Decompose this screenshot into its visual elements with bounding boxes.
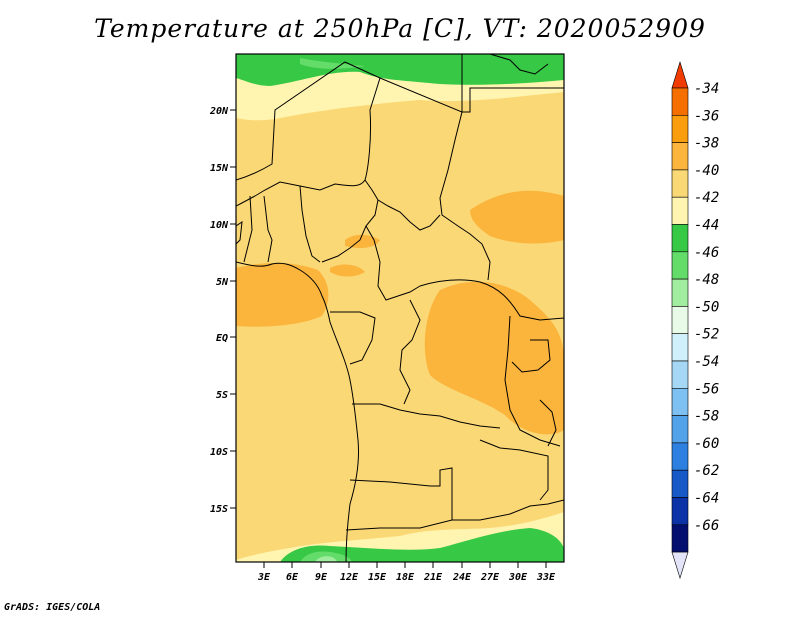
colorbar-label: -62: [694, 463, 719, 479]
lon-label-12e: 12E: [340, 572, 359, 583]
lon-label-21e: 21E: [423, 572, 443, 583]
lon-label-3e: 3E: [257, 572, 271, 583]
colorbar-label: -36: [694, 108, 719, 124]
page-title: Temperature at 250hPa [C], VT: 202005290…: [94, 14, 706, 43]
grads-credit: GrADS: IGES/COLA: [4, 602, 101, 613]
temperature-field: [236, 54, 564, 562]
map-frame: [235, 53, 565, 563]
colorbar-label: -44: [694, 218, 719, 234]
colorbar-box: [671, 497, 689, 526]
lat-tick-labels: 20N 15N 10N 5N EQ 5S 10S 15S: [209, 106, 229, 515]
lat-label-15s: 15S: [210, 504, 228, 515]
colorbar-box: [671, 142, 689, 171]
field-band-48-south: [315, 556, 337, 562]
colorbar-box: [671, 169, 689, 198]
colorbar-box: [671, 442, 689, 471]
colorbar-box: [671, 115, 689, 143]
colorbar-label: -50: [694, 299, 719, 315]
colorbar-box: [671, 387, 689, 416]
colorbar-box: [671, 87, 689, 116]
lat-label-5s: 5S: [216, 390, 228, 401]
colorbar-box: [671, 360, 689, 389]
field-patch-38-west: [236, 263, 329, 327]
colorbar-box: [671, 469, 689, 498]
colorbar-label: -56: [694, 381, 719, 397]
colorbar-box: [671, 251, 689, 280]
lat-label-5n: 5N: [216, 277, 229, 288]
colorbar-label: -42: [694, 190, 719, 206]
colorbar-label: -34: [694, 81, 719, 97]
country-boundaries: [236, 54, 564, 562]
lat-label-10s: 10S: [210, 447, 228, 458]
lon-tick-labels: 3E 6E 9E 12E 15E 18E 21E 24E 27E 30E 33E: [257, 572, 556, 583]
colorbar-box: [671, 415, 689, 444]
colorbar-box: [671, 333, 689, 362]
field-patch-38-small-2: [330, 264, 365, 277]
lat-tick-marks: [230, 109, 236, 509]
colorbar-top-triangle: [671, 60, 689, 89]
lon-label-6e: 6E: [286, 572, 299, 583]
field-patch-38-northeast: [470, 190, 564, 244]
field-band-44-south: [280, 528, 564, 562]
colorbar-label: -38: [694, 136, 719, 152]
colorbar-label: -40: [694, 163, 719, 179]
lat-label-20n: 20N: [209, 106, 229, 117]
lon-label-27e: 27E: [480, 572, 500, 583]
colorbar-box: [671, 306, 689, 334]
field-band-46-north: [300, 58, 365, 69]
lon-label-18e: 18E: [396, 572, 415, 583]
colorbar-box: [671, 524, 689, 553]
lat-label-eq: EQ: [216, 333, 228, 344]
lon-label-9e: 9E: [315, 572, 328, 583]
colorbar-label: -66: [694, 518, 719, 534]
field-patch-38-east: [424, 281, 564, 435]
colorbar-label: -64: [694, 491, 719, 507]
lat-label-15n: 15N: [210, 163, 229, 174]
colorbar-label: -48: [694, 272, 719, 288]
colorbar-label: -52: [694, 327, 719, 343]
colorbar-label: -54: [694, 354, 719, 370]
colorbar-bottom-triangle: [671, 551, 689, 580]
lon-label-30e: 30E: [508, 572, 528, 583]
colorbar-box: [671, 278, 689, 307]
colorbar: -34 -36 -38 -40 -42 -44 -46 -48 -50 -52 -54 -56 -58 -…: [671, 60, 719, 580]
colorbar-label: -46: [694, 245, 719, 261]
colorbar-label: -58: [694, 409, 719, 425]
lat-label-10n: 10N: [210, 220, 229, 231]
colorbar-label: -60: [694, 436, 719, 452]
lon-tick-marks: [263, 562, 547, 568]
colorbar-box: [671, 196, 689, 225]
lon-label-24e: 24E: [452, 572, 472, 583]
lon-label-15e: 15E: [368, 572, 387, 583]
colorbar-box: [671, 224, 689, 253]
lon-label-33e: 33E: [536, 572, 556, 583]
